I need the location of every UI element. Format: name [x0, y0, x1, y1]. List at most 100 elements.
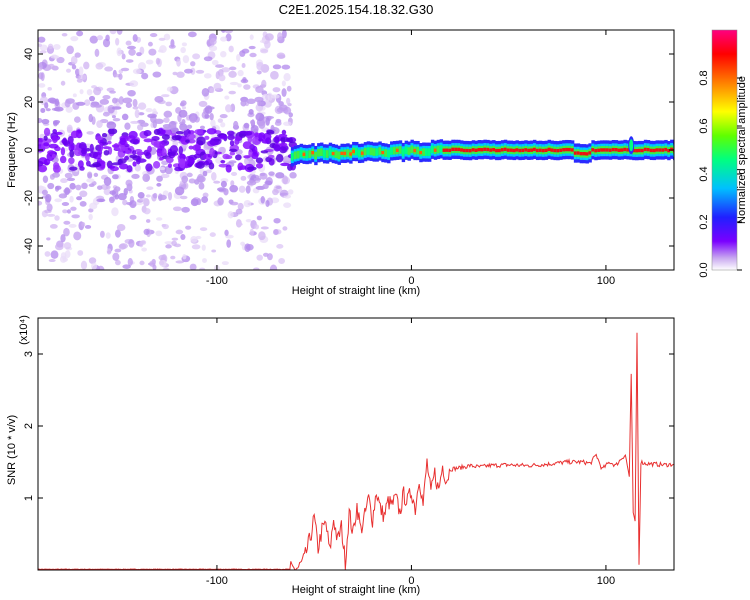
spectrogram-band-inner [320, 148, 324, 157]
spectrogram-core-blob [250, 119, 255, 125]
spectrogram-noise-blob [256, 254, 263, 261]
spectrogram-noise-blob [258, 231, 266, 241]
spectrogram-noise-blob [105, 232, 111, 239]
spectrogram-core-blob [93, 172, 99, 178]
spectrogram-core-blob [154, 96, 164, 103]
colorbar-tick-label: 0.4 [698, 166, 710, 181]
spectrogram-core-blob [223, 188, 229, 196]
spectrogram-band-core [562, 148, 566, 152]
spectrogram-band-inner [357, 149, 362, 158]
spectrogram-noise-blob [186, 172, 193, 178]
spectrogram-noise-blob [211, 171, 217, 181]
spectrogram-core-blob [194, 128, 204, 135]
spectrogram-band-core [500, 148, 505, 152]
spectrogram-noise-blob [118, 243, 127, 250]
spectrogram-core-blob [265, 117, 270, 126]
spectrogram-noise-blob [129, 200, 137, 209]
colorbar-tick-label: 0.8 [698, 70, 710, 85]
spectrogram-noise-blob [181, 206, 190, 213]
spectrogram-noise-blob [70, 55, 78, 65]
spectrogram-core-blob [190, 198, 199, 207]
spectrogram-core-blob [273, 144, 281, 152]
spectrogram-core-blob [114, 186, 121, 192]
spectrogram-band-inner [416, 146, 420, 155]
spectrogram-band-inner [369, 147, 374, 156]
spectrogram-core-blob [260, 150, 269, 154]
spectrogram-band-core [535, 148, 540, 153]
spectrogram-core-blob [52, 129, 58, 134]
spectrogram-noise-blob [47, 63, 55, 70]
spectrogram-noise-blob [127, 258, 133, 266]
spectrogram-core-blob [156, 182, 162, 187]
spectrogram-band-core [302, 152, 306, 156]
spectrogram-core-blob [206, 128, 217, 135]
spectrogram-noise-blob [86, 131, 94, 135]
spectrogram-band-core [495, 148, 499, 153]
spectrogram-band-core [395, 148, 400, 153]
spectrogram-core-blob [275, 118, 282, 124]
spectrogram-core-blob [73, 147, 83, 157]
spectrogram-core-blob [220, 160, 226, 164]
spectrogram-core-blob [38, 160, 44, 167]
spectrogram-core-blob [128, 130, 138, 139]
spectrogram-noise-blob [70, 206, 77, 211]
spectrogram-noise-blob [283, 73, 291, 82]
spectrogram-noise-blob [264, 33, 274, 41]
spectrogram-band-core [462, 148, 467, 153]
spectrogram-band-core [646, 147, 651, 152]
spectrogram-noise-blob [220, 36, 228, 42]
spectrogram-core-blob [124, 122, 131, 130]
spectrogram-noise-blob [217, 118, 224, 123]
spectrogram-core-blob [53, 106, 64, 112]
spectrogram-y-label: Frequency (Hz) [6, 112, 18, 188]
snr-y-tick-label: 1 [23, 495, 35, 501]
spectrogram-core-blob [99, 160, 106, 169]
spectrogram-noise-blob [121, 53, 126, 60]
spectrogram-core-blob [151, 135, 160, 141]
spectrogram-core-blob [155, 143, 160, 148]
spectrogram-noise-blob [66, 45, 74, 55]
spectrogram-noise-blob [225, 104, 232, 113]
spectrogram-band-core [541, 148, 546, 153]
spectrogram-noise-blob [38, 36, 46, 43]
spectrogram-noise-blob [114, 248, 122, 253]
spectrogram-band-core [442, 148, 446, 152]
spectrogram-noise-blob [244, 243, 251, 253]
spectrogram-band-core [579, 151, 584, 156]
spectrogram-noise-blob [190, 235, 198, 243]
spectrogram-core-blob [38, 137, 45, 143]
spectrogram-noise-blob [270, 70, 279, 80]
spectrogram-core-blob [54, 98, 60, 107]
spectrogram-noise-blob [48, 259, 56, 263]
spectrogram-core-blob [111, 174, 119, 180]
spectrogram-band-core [349, 152, 353, 156]
spectrogram-core-blob [218, 163, 229, 168]
spectrogram-band-inner [398, 146, 403, 154]
spectrogram-noise-blob [145, 108, 153, 113]
spectrogram-noise-blob [102, 111, 110, 117]
spectrogram-noise-blob [104, 66, 114, 72]
spectrogram-core-blob [255, 162, 264, 169]
spectrogram-noise-blob [125, 40, 132, 46]
spectrogram-core-blob [246, 166, 257, 171]
spectrogram-noise-blob [195, 69, 205, 74]
spectrogram-band-core [497, 148, 502, 153]
spectrogram-noise-blob [287, 189, 294, 195]
spectrogram-noise-blob [249, 52, 257, 58]
spectrogram-noise-blob [238, 185, 246, 193]
spectrogram-band-inner [427, 148, 432, 157]
spectrogram-noise-blob [128, 239, 135, 248]
spectrogram-noise-blob [53, 43, 61, 50]
spectrogram-noise-blob [179, 195, 188, 200]
spectrogram-band-core [626, 148, 630, 152]
spectrogram-noise-blob [264, 40, 271, 49]
spectrogram-core-blob [243, 155, 251, 159]
spectrogram-core-blob [262, 183, 269, 189]
spectrogram-noise-blob [245, 218, 252, 223]
spectrogram-noise-blob [127, 45, 136, 50]
spectrogram-noise-blob [220, 122, 226, 128]
spectrogram-band-core [524, 148, 528, 152]
spectrogram-noise-blob [86, 178, 95, 183]
spectrogram-core-blob [125, 102, 132, 108]
spectrogram-noise-blob [50, 250, 59, 259]
